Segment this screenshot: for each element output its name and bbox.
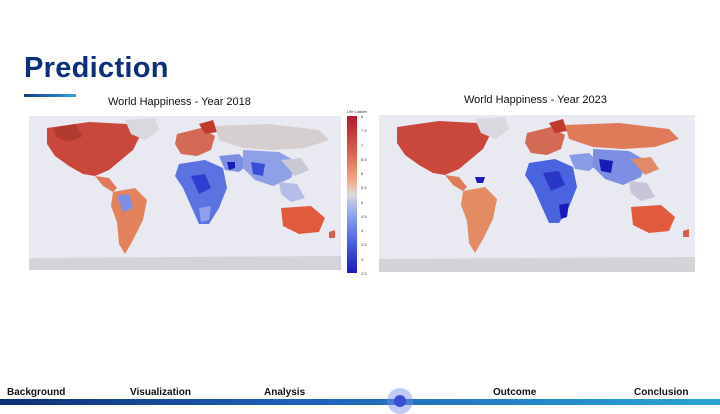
map-title-2018: World Happiness - Year 2018 (108, 96, 251, 108)
legend-tick-label: 5.5 (361, 185, 367, 191)
nav-item-visualization[interactable]: Visualization (130, 387, 191, 398)
legend-tick-label: 6 (361, 171, 364, 177)
legend-tick-label: 7 (361, 142, 364, 148)
legend-tick-label: 3.5 (361, 242, 367, 248)
title-underline (24, 94, 76, 97)
legend-tick-label: 7.5 (361, 128, 367, 134)
legend-tick-label: 4.5 (361, 213, 367, 219)
nav-progress-indicator-core (394, 395, 406, 407)
world-map-2018[interactable] (29, 116, 341, 270)
nav-progress-track (0, 399, 720, 405)
legend-tick-label: 8 (361, 114, 364, 119)
legend-color-bar (347, 116, 357, 273)
world-map-2018-graphic (29, 118, 341, 270)
nav-item-background[interactable]: Background (7, 387, 66, 398)
nav-item-outcome[interactable]: Outcome (493, 387, 537, 398)
legend-title: Life Ladder (347, 109, 368, 114)
nav-item-analysis[interactable]: Analysis (264, 387, 306, 398)
slide-title: Prediction (24, 52, 169, 84)
section-nav: Background Visualization Analysis Outcom… (0, 385, 720, 405)
world-map-2023-graphic (379, 117, 695, 272)
legend-tick-label: 2.5 (361, 271, 367, 276)
map-title-2023: World Happiness - Year 2023 (464, 94, 607, 106)
legend-tick-label: 6.5 (361, 156, 367, 162)
legend-tick-label: 5 (361, 199, 364, 205)
world-map-2023[interactable] (379, 115, 695, 272)
legend-tick-label: 4 (361, 228, 364, 234)
legend-tick-label: 3 (361, 256, 364, 262)
nav-item-conclusion[interactable]: Conclusion (634, 387, 689, 398)
